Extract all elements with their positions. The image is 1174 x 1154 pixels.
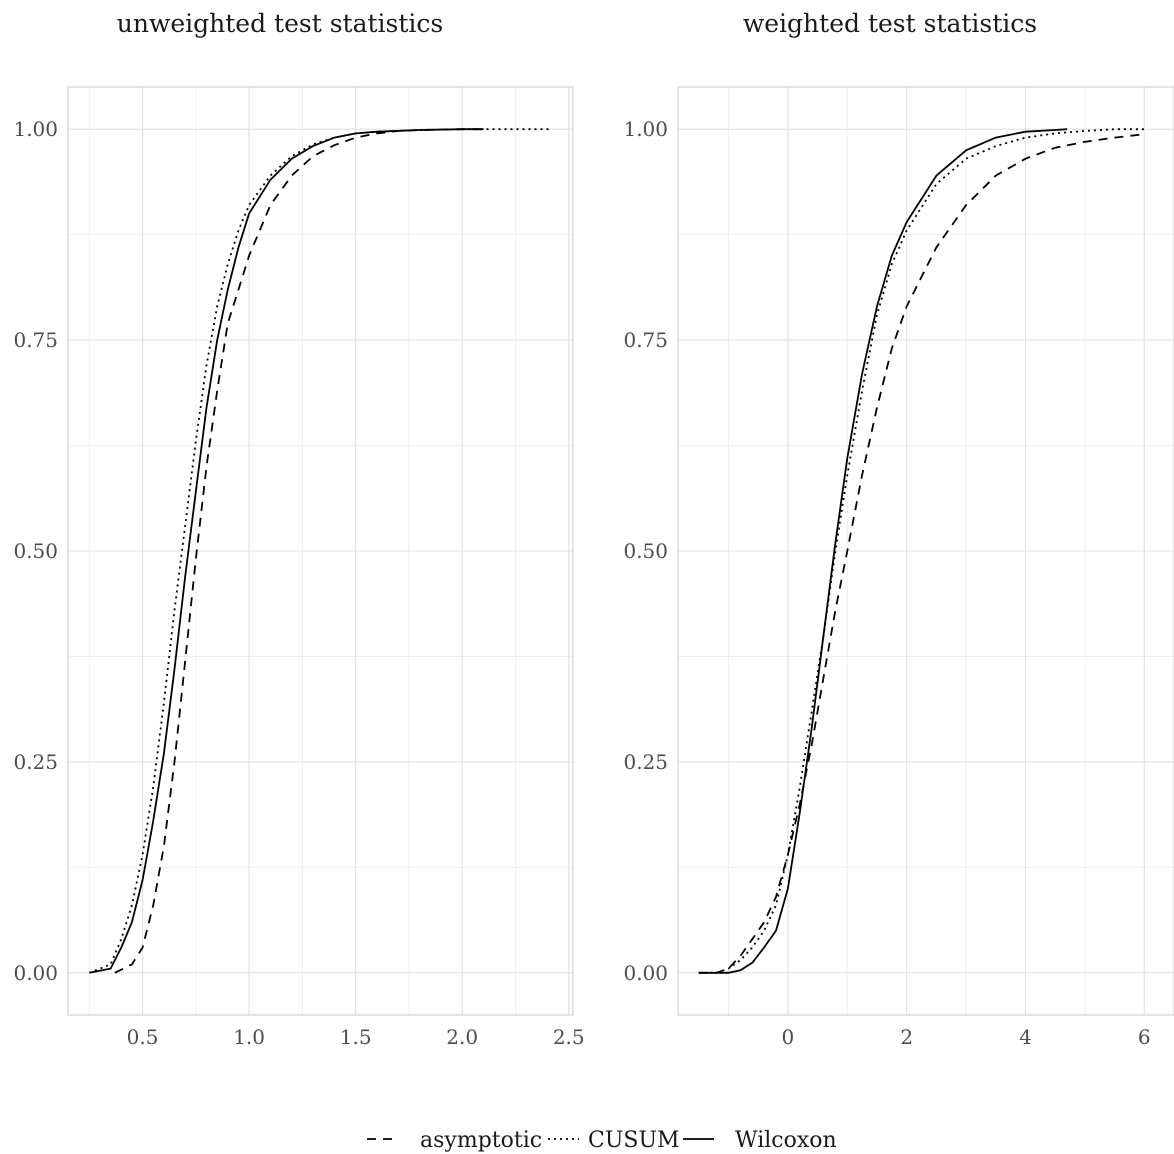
legend-label-wilcoxon: Wilcoxon — [735, 1128, 837, 1153]
y-tick-label: 0.25 — [623, 750, 668, 774]
y-tick-label: 0.00 — [623, 961, 668, 985]
panel-unweighted: unweighted test statistics 0.00 0.25 0.50 0… — [13, 9, 584, 1049]
y-tick-label: 0.25 — [13, 750, 58, 774]
x-tick-label: 4 — [1019, 1025, 1032, 1049]
plot-frame — [67, 86, 574, 1016]
y-tick-label: 0.75 — [623, 328, 668, 352]
series-line-cusum — [698, 128, 1145, 974]
panel-weighted: weighted test statistics 0.00 0.25 0.50 0.7… — [623, 9, 1174, 1049]
legend: asymptotic CUSUM Wilcoxon — [367, 1128, 837, 1153]
legend-label-cusum: CUSUM — [588, 1128, 680, 1153]
y-tick-label: 0.00 — [13, 961, 58, 985]
x-tick-label: 6 — [1138, 1025, 1151, 1049]
y-tick-label: 1.00 — [623, 117, 668, 141]
y-tick-label: 0.50 — [623, 539, 668, 563]
y-tick-label: 1.00 — [13, 117, 58, 141]
x-tick-label: 2.0 — [446, 1025, 478, 1049]
y-tick-label: 0.75 — [13, 328, 58, 352]
panel-title-unweighted: unweighted test statistics — [117, 9, 443, 38]
series-line-asymptotic — [698, 133, 1145, 974]
x-tick-label: 0 — [782, 1025, 795, 1049]
x-tick-label: 2 — [900, 1025, 913, 1049]
x-tick-label: 2.5 — [553, 1025, 585, 1049]
series-line-wilcoxon — [698, 128, 1068, 974]
x-tick-label: 0.5 — [127, 1025, 159, 1049]
series-line-asymptotic — [114, 128, 484, 974]
panel-title-weighted: weighted test statistics — [743, 9, 1037, 38]
x-tick-label: 1.5 — [340, 1025, 372, 1049]
legend-label-asymptotic: asymptotic — [420, 1128, 542, 1153]
y-tick-label: 0.50 — [13, 539, 58, 563]
x-tick-label: 1.0 — [233, 1025, 265, 1049]
plot-frame — [677, 86, 1174, 1016]
grid — [678, 87, 1174, 1015]
series-line-wilcoxon — [89, 128, 484, 974]
grid — [68, 87, 573, 1015]
